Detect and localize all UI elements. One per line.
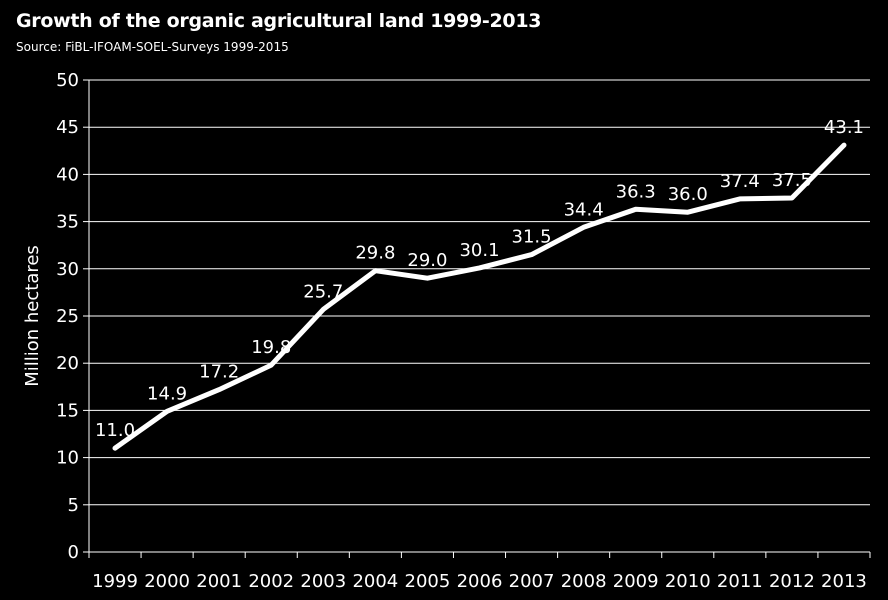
x-tick-label: 2012 <box>769 571 815 592</box>
axes <box>83 79 871 558</box>
data-label: 29.0 <box>407 250 447 271</box>
y-tick-label: 20 <box>56 353 79 374</box>
x-tick-label: 1999 <box>92 571 138 592</box>
x-tick-label: 2001 <box>196 571 242 592</box>
data-point <box>166 410 168 412</box>
data-point <box>635 208 637 210</box>
y-tick-label: 35 <box>56 212 79 233</box>
data-label: 17.2 <box>199 362 239 383</box>
data-label: 37.5 <box>772 170 812 191</box>
data-point <box>687 211 689 213</box>
data-point <box>739 198 741 200</box>
x-tick-label: 2005 <box>405 571 451 592</box>
y-tick-label: 10 <box>56 448 79 469</box>
data-point <box>114 447 116 449</box>
data-label: 30.1 <box>459 240 499 261</box>
x-tick-labels: 1999 2000 2001 2002 2003 2004 2005 2006 2007 2008… <box>92 571 867 592</box>
data-label: 14.9 <box>147 383 187 404</box>
y-tick-label: 5 <box>68 495 79 516</box>
data-label: 29.8 <box>355 243 395 264</box>
data-label: 36.0 <box>668 184 708 205</box>
data-label: 34.4 <box>564 199 604 220</box>
data-point <box>426 277 428 279</box>
y-tick-label: 30 <box>56 259 79 280</box>
data-point <box>531 254 533 256</box>
data-point <box>791 197 793 199</box>
x-tick-label: 2002 <box>248 571 294 592</box>
data-point <box>270 364 272 366</box>
data-point <box>583 226 585 228</box>
y-tick-label: 50 <box>56 70 79 91</box>
y-tick-label: 45 <box>56 117 79 138</box>
data-point <box>479 267 480 269</box>
y-tick-label: 0 <box>68 542 79 563</box>
data-label: 19.8 <box>251 337 291 358</box>
chart-title: Growth of the organic agricultural land … <box>16 10 542 32</box>
gridlines <box>89 79 870 506</box>
data-point <box>322 308 324 310</box>
data-point <box>843 144 845 146</box>
y-axis-title: Million hectares <box>22 245 43 387</box>
x-tick-label: 2010 <box>665 571 711 592</box>
x-tick-label: 2011 <box>717 571 763 592</box>
data-label: 11.0 <box>95 420 135 441</box>
x-tick-label: 2007 <box>509 571 555 592</box>
data-label: 43.1 <box>824 117 864 138</box>
data-label: 37.4 <box>720 171 760 192</box>
data-label: 25.7 <box>303 281 343 302</box>
data-point <box>374 270 376 272</box>
data-label: 31.5 <box>512 227 552 248</box>
data-label: 36.3 <box>616 181 656 202</box>
x-tick-label: 2006 <box>457 571 503 592</box>
x-tick-label: 2013 <box>821 571 867 592</box>
series-line <box>112 142 847 451</box>
data-labels: 11.0 14.9 17.2 19.8 25.7 29.8 29.0 30.1 31.5 34.4… <box>95 117 864 441</box>
y-tick-label: 40 <box>56 164 79 185</box>
chart-subtitle: Source: FiBL-IFOAM-SOEL-Surveys 1999-201… <box>16 40 289 54</box>
x-tick-label: 2000 <box>144 571 190 592</box>
x-tick-label: 2003 <box>300 571 346 592</box>
y-tick-label: 15 <box>56 400 79 421</box>
x-tick-label: 2009 <box>613 571 659 592</box>
data-point <box>218 389 220 391</box>
y-tick-labels: 0 5 10 15 20 25 30 35 40 45 50 <box>56 70 79 563</box>
y-tick-label: 25 <box>56 306 79 327</box>
x-tick-label: 2004 <box>352 571 398 592</box>
x-tick-label: 2008 <box>561 571 607 592</box>
